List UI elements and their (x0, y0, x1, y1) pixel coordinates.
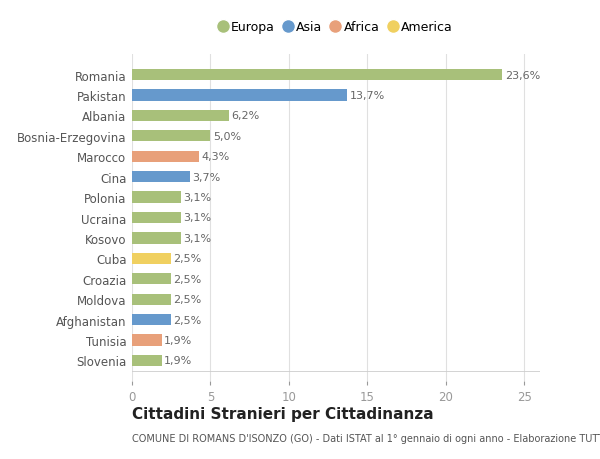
Bar (132, 355, 162, 366)
Text: 2,5%: 2,5% (173, 315, 202, 325)
Text: 23,6%: 23,6% (505, 71, 540, 80)
Text: 6,2%: 6,2% (232, 111, 260, 121)
Text: 4,3%: 4,3% (202, 152, 230, 162)
Bar (132, 151, 199, 162)
Text: 1,9%: 1,9% (164, 335, 193, 345)
Text: 2,5%: 2,5% (173, 274, 202, 284)
Text: COMUNE DI ROMANS D'ISONZO (GO) - Dati ISTAT al 1° gennaio di ogni anno - Elabora: COMUNE DI ROMANS D'ISONZO (GO) - Dati IS… (132, 433, 600, 442)
Bar (132, 90, 347, 101)
Bar (132, 192, 181, 203)
Bar (132, 172, 190, 183)
Legend: Europa, Asia, Africa, America: Europa, Asia, Africa, America (217, 19, 455, 37)
Text: Cittadini Stranieri per Cittadinanza: Cittadini Stranieri per Cittadinanza (132, 406, 434, 421)
Bar (132, 70, 502, 81)
Text: 5,0%: 5,0% (213, 132, 241, 141)
Bar (132, 233, 181, 244)
Text: 2,5%: 2,5% (173, 295, 202, 304)
Text: 13,7%: 13,7% (349, 91, 385, 101)
Text: 2,5%: 2,5% (173, 254, 202, 264)
Text: 3,1%: 3,1% (183, 193, 211, 203)
Bar (132, 213, 181, 224)
Bar (132, 253, 171, 264)
Bar (132, 294, 171, 305)
Text: 3,7%: 3,7% (193, 172, 221, 182)
Bar (132, 314, 171, 325)
Text: 3,1%: 3,1% (183, 213, 211, 223)
Bar (132, 131, 211, 142)
Text: 3,1%: 3,1% (183, 233, 211, 243)
Bar (132, 274, 171, 285)
Text: 1,9%: 1,9% (164, 356, 193, 365)
Bar (132, 335, 162, 346)
Bar (132, 111, 229, 122)
